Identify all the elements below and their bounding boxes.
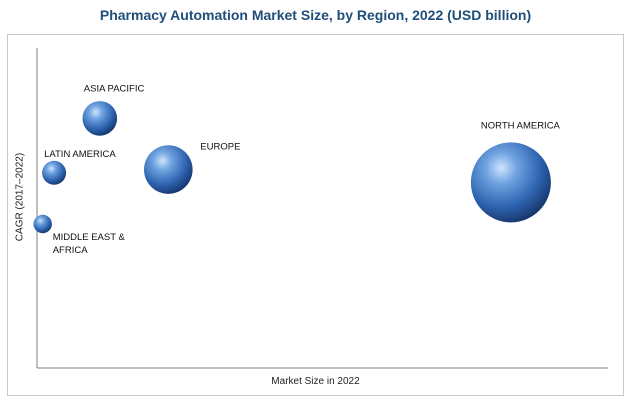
label-north-america: NORTH AMERICA xyxy=(481,120,561,131)
axes xyxy=(36,48,608,369)
bubbles-group: ASIA PACIFIC LATIN AMERICA EUROPE NORTH AME… xyxy=(33,83,561,256)
label-asia-pacific: ASIA PACIFIC xyxy=(84,83,145,94)
bubble-latin-america xyxy=(42,160,67,185)
chart-frame xyxy=(7,34,624,396)
bubble-europe xyxy=(144,145,193,194)
x-axis-label: Market Size in 2022 xyxy=(271,376,360,387)
bubble-middle-east-africa xyxy=(33,214,52,234)
label-europe: EUROPE xyxy=(200,142,240,153)
bubble-north-america xyxy=(470,142,551,223)
bubble-asia-pacific xyxy=(82,101,118,136)
y-axis-label: CAGR (2017–2022) xyxy=(14,152,26,242)
label-latin-america: LATIN AMERICA xyxy=(44,149,116,160)
chart-title: Pharmacy Automation Market Size, by Regi… xyxy=(99,7,532,23)
label-middle-east-africa: MIDDLE EAST & AFRICA xyxy=(53,232,126,256)
